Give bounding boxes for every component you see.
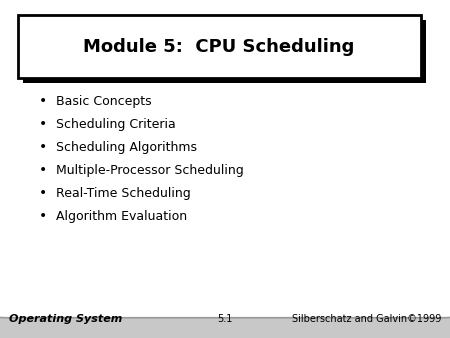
Text: •: • bbox=[39, 140, 47, 154]
Text: Basic Concepts: Basic Concepts bbox=[56, 95, 152, 108]
Text: Scheduling Algorithms: Scheduling Algorithms bbox=[56, 141, 197, 154]
Text: 5.1: 5.1 bbox=[217, 314, 233, 324]
Text: Algorithm Evaluation: Algorithm Evaluation bbox=[56, 210, 187, 223]
Text: Operating System: Operating System bbox=[9, 314, 122, 324]
Text: Real-Time Scheduling: Real-Time Scheduling bbox=[56, 187, 191, 200]
Text: Multiple-Processor Scheduling: Multiple-Processor Scheduling bbox=[56, 164, 244, 177]
Text: •: • bbox=[39, 163, 47, 177]
Text: •: • bbox=[39, 117, 47, 131]
Text: Module 5:  CPU Scheduling: Module 5: CPU Scheduling bbox=[83, 38, 355, 56]
Text: •: • bbox=[39, 94, 47, 108]
Text: •: • bbox=[39, 186, 47, 200]
Text: Scheduling Criteria: Scheduling Criteria bbox=[56, 118, 176, 131]
Text: Silberschatz and Galvin©1999: Silberschatz and Galvin©1999 bbox=[292, 314, 441, 324]
Text: •: • bbox=[39, 209, 47, 223]
